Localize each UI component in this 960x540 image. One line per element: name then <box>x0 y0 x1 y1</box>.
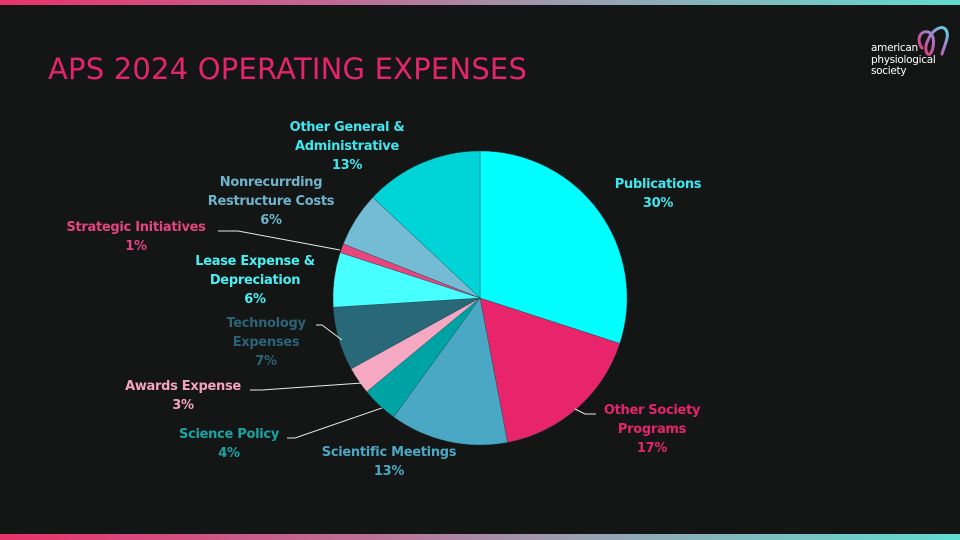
logo-line-3: society <box>871 65 907 77</box>
label-science-policy: Science Policy 4% <box>179 427 279 461</box>
label-other-general-admin: Other General & Administrative 13% <box>289 120 405 173</box>
aps-logo: american physiological society <box>870 20 955 90</box>
label-strategic-initiatives: Strategic Initiatives 1% <box>66 220 206 254</box>
logo-wordmark: american physiological society <box>871 42 936 78</box>
label-scientific-meetings: Scientific Meetings 13% <box>321 445 457 479</box>
top-gradient-bar <box>0 0 960 5</box>
slide-title: APS 2024 OPERATING EXPENSES <box>48 52 528 86</box>
leader-line-strategic <box>218 230 341 251</box>
pie-slice-publications <box>479 150 628 344</box>
label-lease-expense: Lease Expense & Depreciation 6% <box>195 254 315 307</box>
pie-slice-other-general-administrative <box>372 150 481 299</box>
label-nonrecurring-restructure: Nonrecurrding Restructure Costs 6% <box>207 175 335 228</box>
logo-line-1: american <box>871 42 918 54</box>
aps-loop-icon <box>917 26 949 56</box>
bottom-gradient-bar <box>0 534 960 540</box>
leader-line-science-policy <box>287 407 383 439</box>
leader-lines <box>218 230 596 439</box>
leader-line-awards <box>250 382 363 391</box>
pie-slice-other-society-programs <box>479 297 621 443</box>
label-technology-expenses: Technology Expenses 7% <box>226 316 306 369</box>
label-awards-expense: Awards Expense 3% <box>125 379 241 413</box>
pie-slices <box>332 150 628 446</box>
label-other-society-programs: Other Society Programs 17% <box>603 403 701 456</box>
leader-line-other-society <box>574 408 596 415</box>
leader-line-technology <box>316 324 343 341</box>
logo-line-2: physiological <box>871 53 936 66</box>
pie-slice-scientific-meetings <box>393 297 508 446</box>
label-publications: Publications 30% <box>614 177 702 211</box>
